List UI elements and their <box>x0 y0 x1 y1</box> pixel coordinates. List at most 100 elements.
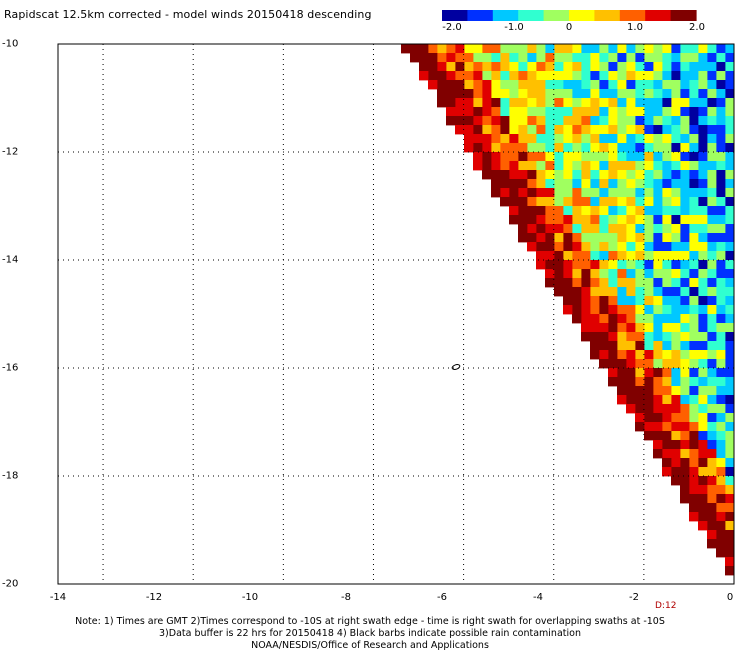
swath-cell <box>617 134 627 144</box>
swath-cell <box>536 143 546 153</box>
swath-cell <box>725 71 735 81</box>
swath-cell <box>626 89 636 99</box>
swath-cell <box>680 143 690 153</box>
swath-cell <box>527 89 537 99</box>
swath-cell <box>536 224 546 234</box>
swath-cell <box>698 341 708 351</box>
swath-cell <box>689 386 699 396</box>
swath-cell <box>545 242 555 252</box>
swath-cell <box>707 161 717 171</box>
colorbar-swatch <box>492 10 498 21</box>
swath-cell <box>716 449 726 459</box>
swath-cell <box>608 161 618 171</box>
swath-cell <box>518 134 528 144</box>
swath-cell <box>545 260 555 270</box>
swath-cell <box>716 278 726 288</box>
swath-cell <box>680 359 690 369</box>
swath-cell <box>617 206 627 216</box>
swath-cell <box>662 287 672 297</box>
swath-cell <box>491 62 501 72</box>
colorbar-swatch <box>471 10 477 21</box>
swath-cell <box>680 278 690 288</box>
swath-cell <box>437 44 447 54</box>
swath-cell <box>671 395 681 405</box>
swath-cell <box>590 224 600 234</box>
swath-cell <box>590 242 600 252</box>
swath-cell <box>662 125 672 135</box>
swath-cell <box>716 71 726 81</box>
swath-cell <box>599 80 609 90</box>
swath-cell <box>635 386 645 396</box>
swath-cell <box>644 359 654 369</box>
swath-cell <box>662 62 672 72</box>
swath-cell <box>554 278 564 288</box>
swath-cell <box>680 404 690 414</box>
swath-cell <box>689 53 699 63</box>
swath-cell <box>599 170 609 180</box>
swath-cell <box>509 134 519 144</box>
swath-cell <box>473 116 483 126</box>
swath-cell <box>716 98 726 108</box>
lon-tick-label: -6 <box>437 592 447 603</box>
swath-cell <box>626 53 636 63</box>
swath-cell <box>716 161 726 171</box>
swath-cell <box>671 386 681 396</box>
swath-cell <box>563 170 573 180</box>
swath-cell <box>527 215 537 225</box>
swath-cell <box>653 107 663 117</box>
swath-cell <box>680 287 690 297</box>
swath-cell <box>626 359 636 369</box>
swath-cell <box>698 107 708 117</box>
swath-cell <box>689 98 699 108</box>
swath-cell <box>608 368 618 378</box>
swath-cell <box>671 197 681 207</box>
swath-cell <box>617 368 627 378</box>
swath-cell <box>608 341 618 351</box>
swath-cell <box>428 71 438 81</box>
swath-cell <box>626 80 636 90</box>
swath-cell <box>698 458 708 468</box>
swath-cell <box>662 143 672 153</box>
swath-cell <box>437 89 447 99</box>
swath-cell <box>689 152 699 162</box>
swath-cell <box>725 350 735 360</box>
swath-cell <box>725 458 735 468</box>
swath-cell <box>680 314 690 324</box>
swath-cell <box>572 71 582 81</box>
swath-cell <box>527 125 537 135</box>
swath-cell <box>455 89 465 99</box>
swath-cell <box>725 314 735 324</box>
swath-cell <box>689 134 699 144</box>
swath-cell <box>707 521 717 531</box>
swath-cell <box>500 179 510 189</box>
swath-cell <box>572 278 582 288</box>
swath-cell <box>509 44 519 54</box>
swath-cell <box>716 350 726 360</box>
swath-cell <box>671 242 681 252</box>
swath-cell <box>671 350 681 360</box>
swath-cell <box>428 44 438 54</box>
swath-cell <box>689 161 699 171</box>
swath-cell <box>671 404 681 414</box>
swath-cell <box>689 278 699 288</box>
swath-cell <box>572 233 582 243</box>
swath-cell <box>554 188 564 198</box>
swath-cell <box>662 260 672 270</box>
swath-cell <box>698 233 708 243</box>
swath-cell <box>662 431 672 441</box>
swath-cell <box>716 269 726 279</box>
swath-cell <box>680 242 690 252</box>
swath-cell <box>599 260 609 270</box>
swath-cell <box>635 152 645 162</box>
swath-cell <box>680 269 690 279</box>
swath-cell <box>689 395 699 405</box>
swath-cell <box>563 296 573 306</box>
swath-cell <box>572 44 582 54</box>
swath-cell <box>716 107 726 117</box>
swath-cell <box>725 404 735 414</box>
swath-cell <box>509 152 519 162</box>
swath-cell <box>662 224 672 234</box>
swath-cell <box>698 485 708 495</box>
swath-cell <box>671 287 681 297</box>
swath-cell <box>680 197 690 207</box>
